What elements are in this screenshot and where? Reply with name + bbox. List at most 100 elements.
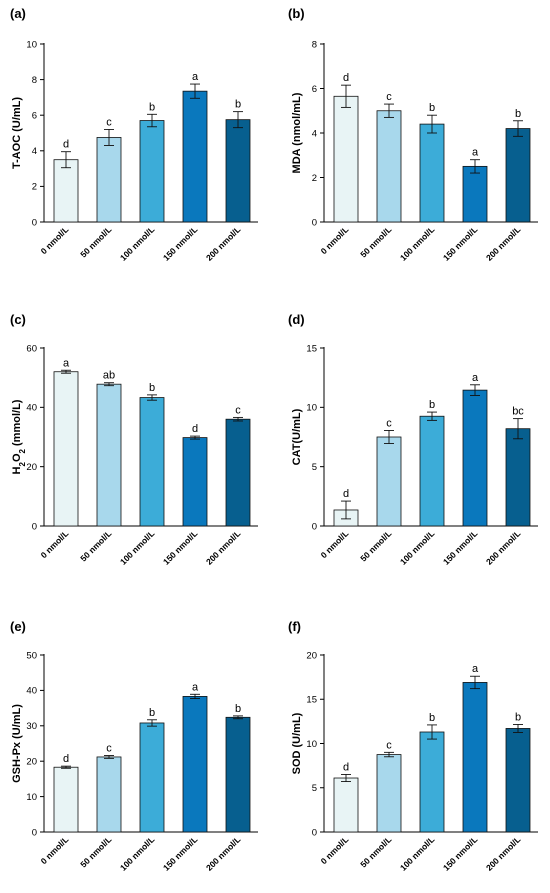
y-tick-label: 60 — [26, 343, 37, 354]
x-tick-label: 50 nmol/L — [78, 224, 113, 259]
error-bar — [513, 120, 523, 137]
bar-5 — [505, 128, 531, 223]
x-tick-label: 0 nmol/L — [319, 224, 351, 256]
significance-letter: b — [149, 382, 155, 394]
y-axis-label: CAT(U/mL) — [291, 408, 303, 465]
x-tick-label: 150 nmol/L — [161, 224, 199, 262]
y-tick-label: 0 — [312, 827, 317, 838]
error-bar — [190, 693, 200, 699]
x-tick-label: 100 nmol/L — [118, 834, 156, 872]
y-tick-label: 10 — [306, 739, 317, 750]
error-bar — [61, 765, 71, 769]
bar-5 — [225, 418, 251, 527]
bar-4 — [182, 90, 208, 223]
error-bar — [470, 159, 480, 174]
error-bar — [427, 724, 437, 740]
bar-3 — [139, 722, 165, 833]
significance-letter: bc — [512, 406, 524, 418]
error-bar — [470, 384, 480, 396]
chart-panel-6: (f) SOD (U/mL) 0 5 10 15 20 d 0 nmol/L c 50 nmol/L… — [288, 619, 538, 873]
y-tick-label: 8 — [32, 75, 37, 86]
chart-panel-2: (b) MDA (nmol/mL) 0 2 4 6 8 d 0 nmol/L c 50 nmol/L… — [288, 6, 538, 263]
y-axis-label: H2O2 (mmol/L) — [11, 399, 27, 474]
panel-label: (f) — [288, 619, 301, 634]
y-tick-label: 2 — [312, 173, 317, 184]
x-tick-label: 50 nmol/L — [78, 528, 113, 563]
significance-letter: b — [429, 399, 435, 411]
y-tick-label: 0 — [32, 217, 37, 228]
x-tick-label: 50 nmol/L — [78, 834, 113, 869]
x-tick-label: 0 nmol/L — [39, 528, 71, 560]
x-tick-label: 150 nmol/L — [161, 528, 199, 566]
x-tick-label: 100 nmol/L — [398, 224, 436, 262]
x-tick-label: 50 nmol/L — [358, 528, 393, 563]
y-axis-label: T-AOC (U/mL) — [11, 97, 23, 169]
significance-letter: d — [343, 488, 349, 500]
bar-2 — [376, 754, 402, 833]
y-tick-label: 6 — [32, 111, 37, 122]
error-bar — [61, 151, 71, 169]
significance-letter: d — [343, 761, 349, 773]
significance-letter: c — [235, 404, 241, 416]
x-tick-label: 150 nmol/L — [441, 528, 479, 566]
bar-2 — [376, 110, 402, 223]
x-tick-label: 150 nmol/L — [161, 834, 199, 872]
error-bar — [384, 103, 394, 118]
x-tick-label: 200 nmol/L — [204, 528, 242, 566]
error-bar — [104, 755, 114, 759]
panel-label: (d) — [288, 312, 305, 327]
bar-1 — [333, 95, 359, 223]
significance-letter: d — [63, 139, 69, 151]
error-bar — [470, 675, 480, 690]
y-tick-label: 0 — [312, 521, 317, 532]
significance-letter: b — [515, 108, 521, 120]
panel-label: (a) — [10, 6, 26, 21]
bar-1 — [333, 777, 359, 833]
error-bar — [147, 394, 157, 401]
significance-letter: b — [515, 711, 521, 723]
x-tick-label: 0 nmol/L — [319, 528, 351, 560]
y-tick-label: 0 — [32, 521, 37, 532]
error-bar — [513, 724, 523, 733]
x-tick-label: 200 nmol/L — [484, 224, 522, 262]
x-tick-label: 100 nmol/L — [118, 224, 156, 262]
error-bar — [427, 411, 437, 421]
error-bar — [233, 416, 243, 422]
error-bar — [341, 500, 351, 520]
x-tick-label: 200 nmol/L — [204, 834, 242, 872]
chart-panel-1: (a) T-AOC (U/mL) 0 2 4 6 8 10 d 0 nmol/L c 50 nmol/… — [10, 6, 258, 263]
error-bar — [384, 430, 394, 444]
x-tick-label: 0 nmol/L — [319, 834, 351, 866]
panel-label: (b) — [288, 6, 305, 21]
bar-4 — [462, 682, 488, 833]
bar-4 — [462, 389, 488, 527]
y-tick-label: 10 — [26, 39, 37, 50]
x-tick-label: 50 nmol/L — [358, 834, 393, 869]
x-tick-label: 200 nmol/L — [484, 528, 522, 566]
significance-letter: b — [235, 703, 241, 715]
y-tick-label: 10 — [306, 403, 317, 414]
significance-letter: c — [386, 417, 392, 429]
bar-1 — [53, 371, 79, 527]
error-bar — [61, 369, 71, 374]
significance-letter: c — [386, 91, 392, 103]
chart-panel-5: (e) GSH-Px (U/mL) 0 10 20 30 40 50 d 0 nmol/L c 50 … — [10, 619, 258, 873]
y-axis-label: SOD (U/mL) — [291, 712, 303, 774]
y-axis-label: MDA (nmol/mL) — [291, 92, 303, 173]
y-tick-label: 5 — [312, 462, 317, 473]
bar-5 — [505, 728, 531, 833]
bar-3 — [139, 397, 165, 527]
significance-letter: ab — [103, 370, 115, 382]
bar-3 — [419, 123, 445, 223]
y-tick-label: 0 — [312, 217, 317, 228]
y-tick-label: 30 — [26, 721, 37, 732]
significance-letter: b — [429, 102, 435, 114]
y-axis-label: GSH-Px (U/mL) — [11, 704, 23, 783]
chart-panel-3: (c) H2O2 (mmol/L) 0 20 40 60 a 0 nmol/L ab 50 nmo… — [10, 312, 258, 567]
error-bar — [513, 418, 523, 440]
bar-1 — [53, 766, 79, 833]
x-tick-label: 0 nmol/L — [39, 224, 71, 256]
significance-letter: d — [192, 423, 198, 435]
x-tick-label: 50 nmol/L — [358, 224, 393, 259]
